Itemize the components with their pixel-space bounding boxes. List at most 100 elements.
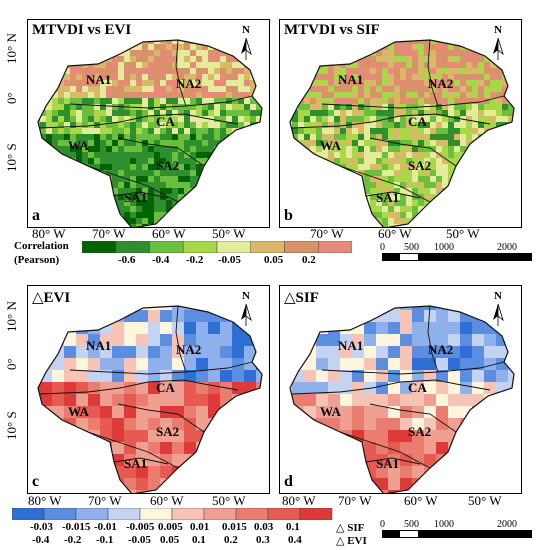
region-boundary (291, 379, 491, 395)
colorbar-swatch (299, 508, 333, 520)
region-label-sa2: SA2 (156, 424, 180, 439)
region-label-sa1: SA1 (376, 190, 400, 205)
x-tick-label: 50° W (446, 226, 480, 241)
region-boundary (69, 103, 187, 109)
panel-title: △EVI (32, 290, 71, 306)
region-boundary (87, 431, 179, 469)
x-tick-label: 50° W (212, 226, 246, 241)
scale-unit: km (518, 252, 531, 263)
map-panel-c: △EVI c N NA1 NA2 CA WA SA2 SA1 (27, 285, 270, 494)
north-label: N (494, 290, 502, 302)
region-boundary (39, 113, 239, 129)
region-boundary (113, 191, 169, 199)
x-tick-label: 70° W (88, 493, 122, 508)
scale-tick-label: 1000 (434, 519, 454, 530)
correlation-tick-label: -0.6 (118, 254, 136, 266)
delta-evi-tick-label: 0.2 (224, 534, 238, 546)
x-tick-label: 50° W (212, 493, 246, 508)
colorbar-swatch (183, 241, 218, 253)
colorbar-swatch (250, 241, 285, 253)
colorbar-swatch (75, 508, 109, 520)
delta-evi-legend-name: △ EVI (336, 535, 367, 547)
map-canvas-c (37, 303, 263, 493)
region-boundary (69, 369, 187, 375)
region-label-sa1: SA1 (124, 456, 148, 471)
delta-sif-tick-label: -0.01 (94, 521, 117, 533)
colorbar-swatch (203, 508, 237, 520)
region-label-ca: CA (408, 114, 427, 129)
region-boundary (369, 403, 457, 433)
correlation-tick-label: -0.2 (186, 254, 204, 266)
delta-sif-tick-label: 0.005 (158, 521, 183, 533)
delta-sif-tick-label: 0.03 (254, 521, 274, 533)
region-boundary (39, 379, 239, 395)
basin-fill (38, 40, 262, 227)
x-tick-label: 60° W (404, 493, 438, 508)
x-tick-label: 60° W (378, 226, 412, 241)
region-label-na2: NA2 (176, 76, 202, 91)
scale-tick-label: 0 (380, 519, 385, 530)
correlation-legend-title: Correlation (14, 240, 69, 252)
region-boundary (321, 103, 439, 109)
region-boundary (87, 165, 179, 203)
panel-letter: c (32, 473, 40, 490)
north-label: N (242, 24, 250, 36)
correlation-tick-label: -0.4 (152, 254, 170, 266)
delta-evi-tick-label: 0.4 (288, 534, 302, 546)
x-tick-label: 50° W (468, 493, 502, 508)
north-arrow-icon (241, 37, 252, 60)
colorbar-swatch (216, 241, 251, 253)
region-boundary (175, 305, 253, 373)
region-label-na1: NA1 (86, 338, 112, 353)
scale-tick-label: 500 (404, 519, 419, 530)
delta-evi-tick-label: 0.05 (160, 534, 180, 546)
region-boundary (427, 39, 505, 107)
scale-bar (382, 530, 532, 538)
x-tick-label: 80° W (282, 493, 316, 508)
delta-sif-tick-label: -0.015 (62, 521, 91, 533)
region-boundary (427, 305, 505, 373)
map-canvas-b (289, 37, 515, 227)
region-label-ca: CA (408, 380, 427, 395)
colorbar-swatch (284, 241, 319, 253)
map-panel-b: MTVDI vs SIF b N NA1 NA2 CA WA SA2 SA1 (279, 19, 522, 228)
colorbar-swatch (171, 508, 205, 520)
region-label-na1: NA1 (338, 338, 364, 353)
north-arrow-icon (493, 37, 504, 60)
region-boundary (365, 457, 421, 465)
panel-letter: b (284, 207, 293, 224)
x-tick-label: 80° W (28, 493, 62, 508)
map-panel-a: MTVDI vs EVI a N NA1 NA2 CA WA SA2 SA1 (27, 19, 270, 228)
north-arrow-icon (493, 303, 504, 326)
y-tick-label: 0° (4, 92, 19, 104)
region-boundary (365, 191, 421, 199)
correlation-legend-subtitle: (Pearson) (14, 254, 60, 266)
region-boundary (321, 369, 439, 375)
region-boundary (291, 113, 491, 129)
region-label-sa1: SA1 (124, 190, 148, 205)
delta-evi-tick-label: 0.1 (192, 534, 206, 546)
delta-sif-tick-label: 0.01 (190, 521, 210, 533)
panel-title: MTVDI vs EVI (32, 22, 132, 38)
region-boundary (339, 165, 431, 203)
map-canvas-a (37, 37, 263, 227)
region-boundary (117, 137, 205, 167)
region-label-na2: NA2 (176, 342, 202, 357)
scale-unit: km (518, 529, 531, 540)
delta-sif-legend-name: △ SIF (336, 522, 365, 534)
y-tick-label: 10° S (4, 143, 19, 172)
region-label-na1: NA1 (338, 72, 364, 87)
delta-colorbar (12, 508, 333, 520)
north-arrow-icon (241, 303, 252, 326)
correlation-tick-label: 0.2 (302, 254, 316, 266)
scale-tick-label: 2000 (497, 519, 517, 530)
panel-letter: d (284, 473, 293, 490)
scale-bar (382, 253, 532, 261)
x-tick-label: 80° W (32, 226, 66, 241)
scale-tick-label: 0 (380, 242, 385, 253)
x-tick-label: 60° W (150, 493, 184, 508)
colorbar-swatch (115, 241, 150, 253)
delta-sif-tick-label: -0.03 (30, 521, 53, 533)
delta-sif-tick-label: 0.015 (222, 521, 247, 533)
basin-fill (38, 306, 262, 493)
